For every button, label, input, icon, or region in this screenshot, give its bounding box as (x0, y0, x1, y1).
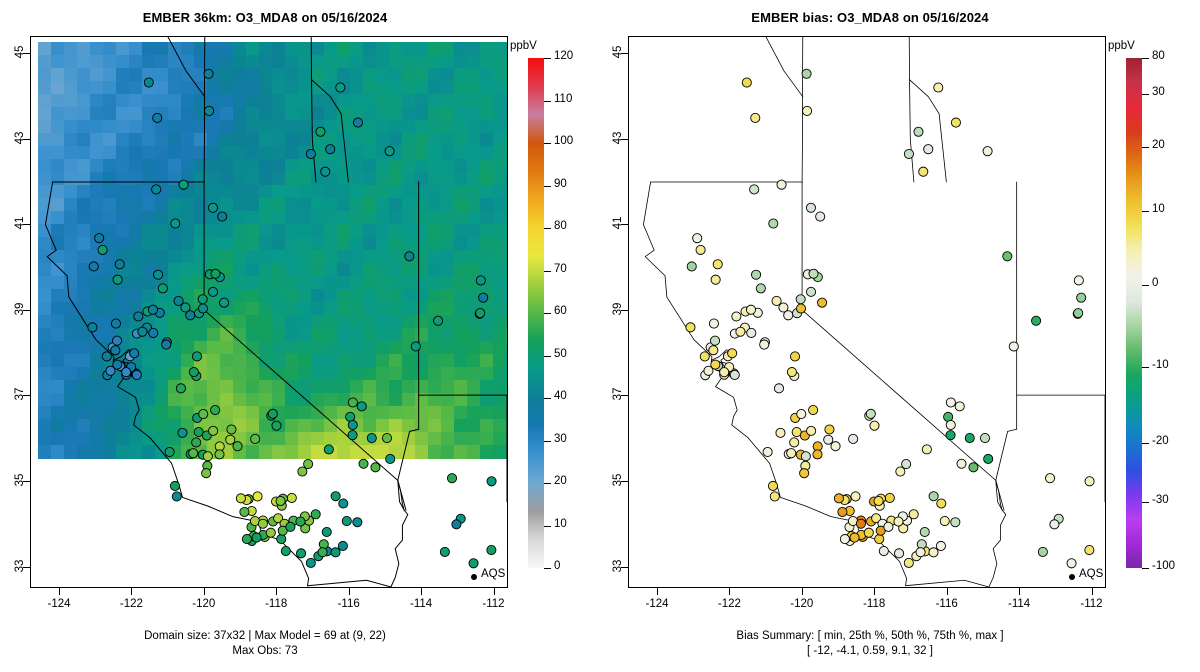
x-axis-tick-label: -120 (192, 598, 216, 610)
colorbar-tick-label: 40 (554, 390, 567, 402)
aqs-legend-dot (471, 574, 477, 580)
y-axis-tick-label: 33 (612, 559, 624, 572)
x-axis-tick-label: -116 (337, 598, 360, 610)
colorbar-tick-label: 0 (554, 560, 561, 572)
x-axis-tick-label: -118 (863, 598, 886, 610)
colorbar-tick-label: 30 (554, 432, 567, 445)
x-axis-tick-label: -118 (265, 598, 288, 610)
x-axis-tick-label: -116 (935, 598, 958, 610)
colorbar-tick-label: 0 (1152, 276, 1159, 289)
bias-caption-line1: Bias Summary: [ min, 25th %, 50th %, 75t… (736, 630, 1004, 642)
panel-model-title: EMBER 36km: O3_MDA8 on 05/16/2024 (142, 10, 388, 25)
colorbar-tick-label: 100 (554, 135, 574, 147)
y-axis-tick-label: 43 (14, 131, 26, 145)
colorbar-tick-label: -20 (1152, 435, 1169, 448)
colorbar-tick-label: 20 (554, 475, 567, 487)
bias-caption-line2: [ -12, -4.1, 0.59, 9.1, 32 ] (807, 645, 933, 657)
colorbar-tick-label: 90 (554, 177, 567, 190)
aqs-legend-label: AQS (1079, 568, 1104, 580)
x-axis-tick-label: -124 (645, 598, 669, 610)
colorbar-tick-label: 120 (554, 50, 574, 62)
colorbar-unit-label: ppbV (1108, 40, 1135, 52)
aqs-legend-label: AQS (481, 568, 506, 580)
y-axis-tick-label: 45 (14, 45, 26, 59)
colorbar-tick-label: 10 (554, 517, 567, 530)
panel-bias: EMBER bias: O3_MDA8 on 05/16/2024 -124 -1… (600, 0, 1200, 672)
model-map-overlay (44, 37, 507, 587)
y-axis-tick-label: 39 (14, 302, 26, 316)
y-axis-tick-label: 35 (14, 473, 26, 487)
colorbar-tick-label: 10 (1152, 203, 1165, 215)
model-caption-line2: Max Obs: 73 (232, 645, 298, 657)
x-axis-tick-label: -112 (482, 598, 505, 610)
colorbar-tick-label: 110 (554, 92, 573, 105)
x-axis-tick-label: -122 (717, 598, 741, 610)
y-axis-tick-label: 35 (612, 473, 624, 487)
y-axis-tick-label: 41 (612, 216, 624, 230)
bias-plot-area (628, 36, 1106, 588)
x-axis-tick-label: -112 (1080, 598, 1103, 610)
panel-bias-title: EMBER bias: O3_MDA8 on 05/16/2024 (751, 10, 989, 25)
model-plot-area (30, 36, 508, 588)
colorbar-gradient (1126, 58, 1142, 568)
colorbar-tick-label: -100 (1152, 560, 1176, 572)
colorbar-tick-label: -30 (1152, 493, 1169, 506)
y-axis-tick-label: 37 (612, 388, 624, 401)
x-axis-tick-label: -114 (410, 598, 433, 610)
aqs-legend-dot (1069, 574, 1075, 580)
model-caption-line1: Domain size: 37x32 | Max Model = 69 at (… (144, 630, 386, 642)
colorbar-tick-label: 60 (554, 305, 567, 317)
colorbar-tick-label: 80 (554, 220, 567, 232)
y-axis-tick-label: 37 (14, 388, 26, 401)
colorbar-gradient (528, 58, 544, 568)
colorbar-tick-label: 80 (1152, 50, 1165, 62)
panel-model: EMBER 36km: O3_MDA8 on 05/16/2024 -124 -1… (14, 10, 574, 657)
colorbar-tick-label: 30 (1152, 85, 1165, 98)
x-axis-tick-label: -120 (790, 598, 814, 610)
y-axis-tick-label: 33 (14, 559, 26, 572)
y-axis-tick-label: 39 (612, 302, 624, 316)
colorbar-unit-label: ppbV (510, 40, 537, 52)
colorbar-tick-label: -10 (1152, 358, 1169, 371)
y-axis-tick-label: 41 (14, 216, 26, 230)
y-axis-tick-label: 43 (612, 131, 624, 145)
colorbar-tick-label: 20 (1152, 139, 1165, 152)
colorbar-tick-label: 50 (554, 347, 567, 360)
x-axis-tick-label: -114 (1008, 598, 1031, 610)
y-axis-tick-label: 45 (612, 45, 624, 59)
x-axis-tick-label: -122 (119, 598, 143, 610)
model-raster-grid (31, 37, 507, 587)
bias-map-overlay (643, 37, 1105, 587)
colorbar-tick-label: 70 (554, 262, 567, 275)
x-axis-tick-label: -124 (47, 598, 71, 610)
